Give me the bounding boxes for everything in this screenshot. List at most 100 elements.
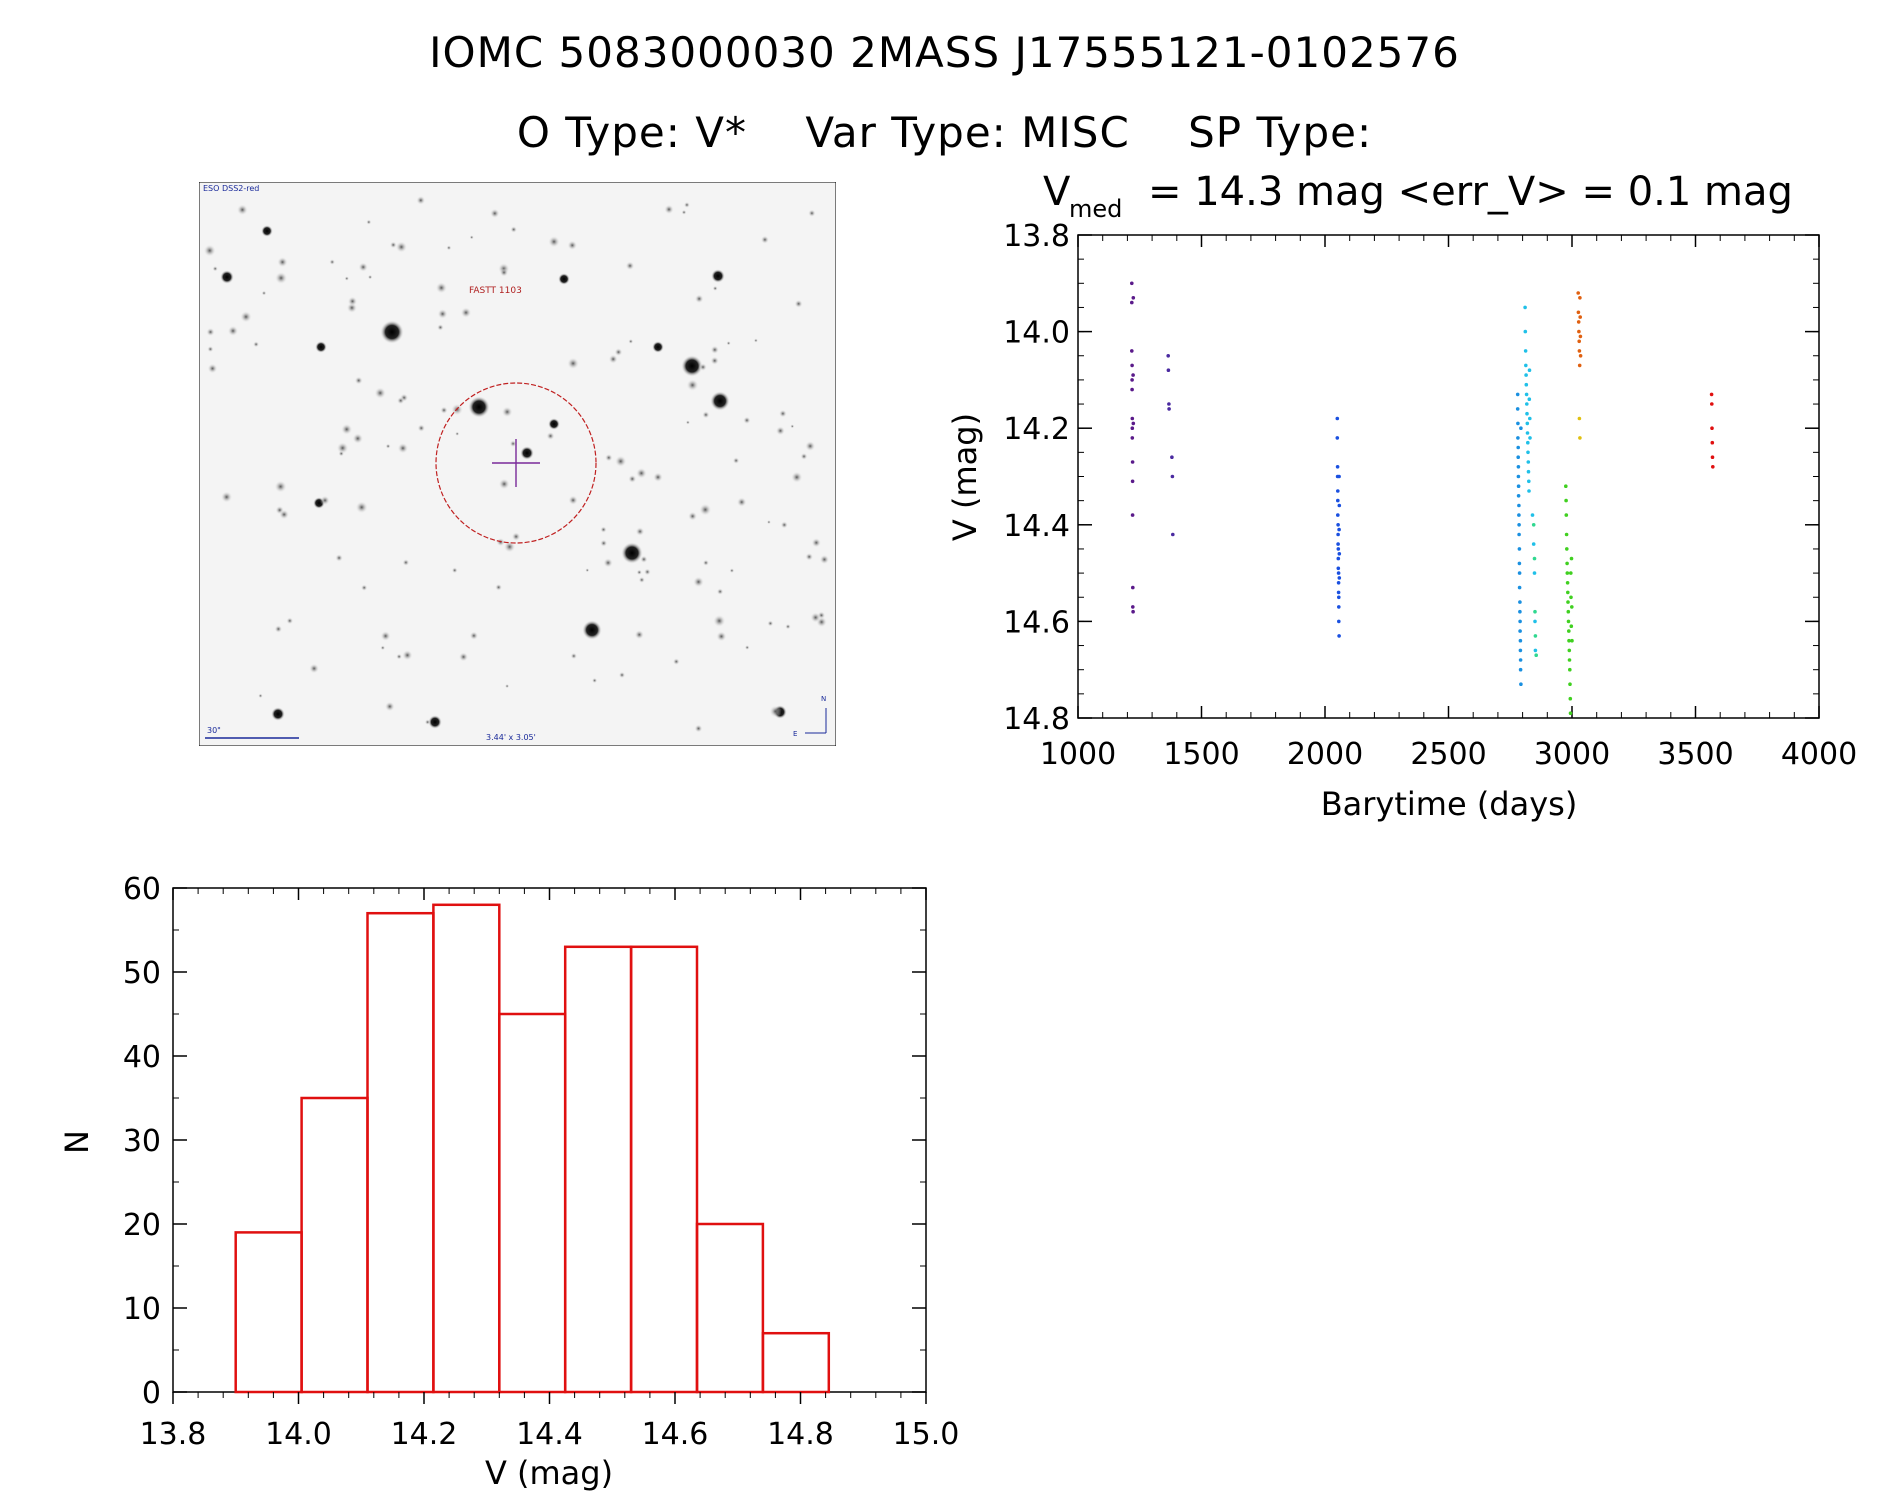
chart-title-ids: IOMC 5083000030 2MASS J17555121-0102576 xyxy=(429,28,1460,77)
data-point xyxy=(1336,581,1341,585)
faint-star xyxy=(716,588,724,596)
data-point xyxy=(1167,407,1171,411)
faint-star xyxy=(628,338,634,344)
data-point xyxy=(1130,513,1135,517)
faint-star xyxy=(336,441,349,455)
faint-star xyxy=(808,209,816,218)
faint-star xyxy=(591,677,598,684)
spectral-type-label: SP Type: xyxy=(1188,108,1373,157)
light-curve-chart: 1000 1500 2000 2500 3000 3500 4000 13.8 14.0 14.2… xyxy=(946,169,1857,823)
histogram-ylabel: N xyxy=(58,1130,96,1154)
data-point xyxy=(1517,571,1522,575)
data-point xyxy=(1569,624,1574,628)
faint-star xyxy=(417,424,426,433)
star xyxy=(710,391,730,411)
data-point xyxy=(1518,667,1523,672)
finder-star-field xyxy=(203,195,830,733)
faint-star xyxy=(460,307,472,319)
data-point xyxy=(1577,416,1582,421)
faint-star xyxy=(511,532,521,542)
star xyxy=(261,225,273,237)
data-point xyxy=(1167,402,1171,406)
faint-star xyxy=(286,617,294,625)
histogram-bar xyxy=(300,1096,369,1394)
data-point xyxy=(1517,585,1522,590)
target-label: FASTT 1103 xyxy=(469,286,522,296)
x-tick-label: 14.2 xyxy=(391,1417,458,1452)
data-point xyxy=(1516,484,1521,489)
data-point xyxy=(1336,566,1341,571)
histogram-bar xyxy=(366,911,435,1394)
data-point xyxy=(1130,460,1135,464)
x-tick-label: 14.6 xyxy=(642,1417,709,1452)
star xyxy=(681,355,703,377)
faint-star xyxy=(435,281,448,294)
faint-star xyxy=(206,327,215,337)
data-point xyxy=(1519,426,1523,431)
faint-star xyxy=(274,625,283,633)
faint-star xyxy=(652,472,664,483)
histogram-bar xyxy=(498,1012,567,1394)
data-point xyxy=(1566,609,1571,614)
data-point xyxy=(1518,619,1522,624)
histogram-ticks: 13.8 14.0 14.2 14.4 14.6 14.8 15.0 0 10 20 30 40 50 6… xyxy=(123,872,960,1452)
x-tick-label: 4000 xyxy=(1781,737,1857,772)
star xyxy=(548,418,560,430)
faint-star xyxy=(640,555,648,564)
data-point xyxy=(1336,532,1340,537)
data-point xyxy=(1166,354,1170,358)
finder-background xyxy=(199,182,836,746)
data-point xyxy=(1709,392,1714,397)
faint-star xyxy=(274,271,288,285)
data-point xyxy=(1336,590,1341,595)
data-point xyxy=(1516,445,1520,450)
data-point xyxy=(1337,605,1341,609)
data-point xyxy=(1337,634,1341,638)
star xyxy=(652,341,664,353)
x-tick-label: 14.4 xyxy=(516,1417,583,1452)
data-point xyxy=(1525,402,1529,406)
y-tick-label: 14.4 xyxy=(1003,509,1070,544)
data-point xyxy=(1710,455,1715,460)
data-point xyxy=(1576,291,1580,295)
faint-star xyxy=(664,204,674,215)
data-point xyxy=(1130,281,1134,286)
star xyxy=(621,542,643,564)
faint-star xyxy=(600,526,607,533)
faint-star xyxy=(338,450,345,457)
compass-north: N xyxy=(821,695,826,703)
faint-star xyxy=(800,452,808,461)
faint-star xyxy=(698,363,708,372)
faint-star xyxy=(726,340,731,346)
data-point xyxy=(1567,648,1572,653)
data-point xyxy=(1130,363,1134,368)
data-point xyxy=(1527,479,1531,484)
faint-star xyxy=(790,424,795,429)
data-point xyxy=(1130,426,1135,431)
faint-star xyxy=(698,503,712,517)
data-point xyxy=(1564,484,1568,489)
data-point xyxy=(1577,349,1582,353)
data-point xyxy=(1568,682,1572,686)
faint-star xyxy=(710,356,720,366)
faint-star xyxy=(732,457,740,465)
data-point xyxy=(1530,513,1535,517)
faint-star xyxy=(258,693,263,699)
faint-star xyxy=(804,440,816,452)
faint-star xyxy=(547,235,561,248)
data-point xyxy=(1527,489,1531,493)
faint-star xyxy=(643,568,651,576)
y-tick-label: 40 xyxy=(123,1040,161,1075)
faint-star xyxy=(424,719,431,726)
data-point xyxy=(1336,489,1340,493)
histogram-bar xyxy=(629,945,699,1394)
star xyxy=(220,270,234,284)
x-tick-label: 15.0 xyxy=(893,1417,960,1452)
target-aperture-circle xyxy=(435,382,597,544)
data-point xyxy=(1533,619,1537,624)
faint-star xyxy=(712,285,718,292)
faint-star xyxy=(692,576,705,588)
faint-star xyxy=(635,526,645,537)
fov-label: 3.44' x 3.05' xyxy=(486,733,536,742)
data-point xyxy=(1130,300,1134,305)
